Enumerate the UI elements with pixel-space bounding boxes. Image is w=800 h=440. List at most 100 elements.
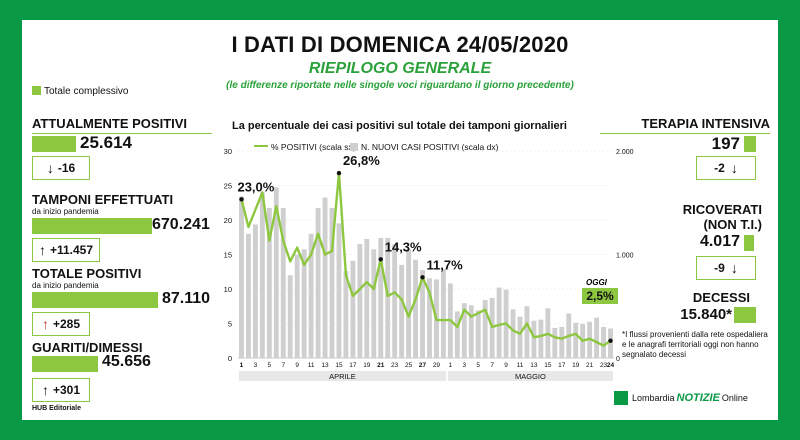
- bar: [573, 322, 579, 358]
- annotation-label: 26,8%: [343, 153, 380, 168]
- delta-value: +11.457: [49, 243, 94, 257]
- y-tick-right: 0: [616, 356, 620, 363]
- terapia-bar: [744, 136, 756, 152]
- x-tick-label: 7: [281, 362, 285, 369]
- arrow-down-icon: ↓: [730, 160, 738, 176]
- legend-total: Totale complessivo: [32, 86, 128, 97]
- terapia-label: TERAPIA INTENSIVA: [641, 116, 770, 131]
- legend-line-swatch: [254, 145, 268, 147]
- x-tick-label: 1: [449, 362, 453, 369]
- arrow-up-icon: ↑: [41, 382, 49, 398]
- bar: [252, 224, 258, 358]
- totale-positivi-value: 87.110: [162, 290, 211, 307]
- logo-text-left: Lombardia: [632, 393, 675, 403]
- bar: [273, 187, 279, 358]
- bar: [322, 197, 328, 358]
- x-tick-label: 24: [607, 362, 615, 369]
- bar: [510, 309, 516, 358]
- ricoverati-delta: -9 ↓: [696, 256, 756, 280]
- arrow-down-icon: ↓: [46, 160, 54, 176]
- attualmente-positivi-bar: [32, 136, 76, 152]
- y-tick-left: 5: [228, 320, 232, 329]
- y-tick-left: 15: [224, 251, 232, 260]
- arrow-up-icon: ↑: [41, 316, 49, 332]
- ricoverati-value: 4.017: [699, 233, 740, 250]
- bar: [594, 317, 600, 358]
- bar: [301, 249, 307, 358]
- totale-positivi-bar: [32, 292, 158, 308]
- totale-positivi-delta: ↑ +285: [32, 312, 90, 336]
- y-tick-left: 25: [224, 182, 232, 191]
- x-tick-label: 21: [586, 362, 594, 369]
- x-tick-label: 9: [504, 362, 508, 369]
- bar: [385, 237, 391, 358]
- guariti-delta: ↑ +301: [32, 378, 90, 402]
- lombardia-notizie-logo: Lombardia NOTIZIE Online: [614, 388, 764, 408]
- x-tick-label: 27: [419, 362, 427, 369]
- bar: [371, 249, 377, 358]
- bar: [420, 270, 425, 358]
- bar: [343, 271, 349, 358]
- x-tick-label: 13: [321, 362, 329, 369]
- bar: [392, 244, 398, 358]
- ricoverati-label: RICOVERATI (NON T.I.): [600, 202, 762, 232]
- legend-total-label: Totale complessivo: [44, 86, 129, 97]
- divider: [600, 133, 770, 134]
- logo-text-right: Online: [721, 393, 748, 403]
- annotation-label: 14,3%: [385, 239, 422, 254]
- attualmente-positivi-delta: ↓ -16: [32, 156, 90, 180]
- page-title: I DATI DI DOMENICA 24/05/2020: [231, 32, 569, 57]
- ricoverati-label-line2: (NON T.I.): [703, 217, 763, 232]
- delta-value: -16: [57, 161, 76, 175]
- guariti-bar: [32, 356, 98, 372]
- annotation-dot: [239, 197, 244, 202]
- bar: [482, 300, 488, 358]
- bar: [239, 196, 244, 358]
- x-tick-label: 19: [572, 362, 580, 369]
- bar: [427, 278, 432, 358]
- tamponi-block: TAMPONI EFFETTUATI da inizio pandemia 67…: [32, 192, 212, 262]
- bar: [461, 303, 467, 358]
- bar: [259, 192, 265, 358]
- bar: [552, 327, 558, 358]
- bar: [266, 207, 272, 358]
- bar: [336, 223, 342, 358]
- arrow-down-icon: ↓: [730, 260, 738, 276]
- bar: [538, 319, 544, 358]
- x-tick-label: 19: [363, 362, 371, 369]
- x-tick-label: 15: [544, 362, 552, 369]
- ricoverati-label-line1: RICOVERATI: [682, 202, 762, 217]
- percent-line: [240, 171, 612, 347]
- bar: [468, 305, 474, 358]
- delta-value: -9: [714, 261, 725, 275]
- divider: [32, 133, 212, 134]
- attualmente-positivi-block: ATTUALMENTE POSITIVI 25.614 ↓ -16: [32, 116, 212, 180]
- annotation-dot: [336, 170, 342, 176]
- x-tick-label: 5: [476, 362, 480, 369]
- bar: [496, 287, 502, 358]
- x-tick-label: 13: [530, 362, 538, 369]
- x-tick-label: 25: [405, 362, 413, 369]
- tamponi-label: TAMPONI EFFETTUATI: [32, 192, 174, 207]
- x-tick-label: 17: [558, 362, 566, 369]
- bar: [413, 259, 418, 358]
- bar: [608, 328, 613, 358]
- month-band: [239, 371, 446, 381]
- bar: [601, 326, 606, 358]
- bar: [454, 311, 460, 358]
- legend-line-label: % POSITIVI (scala sx): [271, 142, 356, 152]
- bar: [378, 237, 384, 358]
- y-tick-left: 10: [224, 285, 232, 294]
- bar: [406, 249, 412, 358]
- annotation-label: 23,0%: [237, 179, 274, 194]
- month-label: MAGGIO: [515, 372, 546, 381]
- terapia-delta: -2 ↓: [696, 156, 756, 180]
- legend-bar: N. NUOVI CASI POSITIVI (scala dx): [350, 142, 498, 152]
- annotation-dot: [378, 257, 383, 262]
- month-band: [447, 371, 613, 381]
- delta-value: +285: [52, 317, 81, 331]
- bar: [559, 326, 565, 358]
- month-label: APRILE: [329, 372, 356, 381]
- legend-bar-swatch: [350, 143, 358, 151]
- totale-positivi-label: TOTALE POSITIVI: [32, 266, 142, 281]
